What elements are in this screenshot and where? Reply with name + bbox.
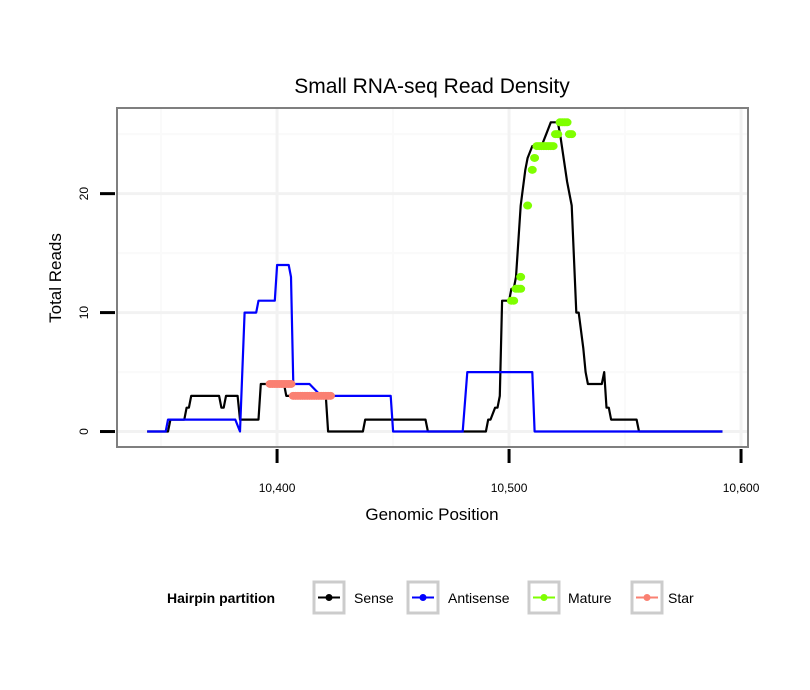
legend-key-point: [540, 594, 548, 601]
x-tick-label: 10,400: [259, 481, 296, 495]
grid-minor: [117, 108, 748, 447]
series-points-mature: [506, 118, 577, 305]
legend-item-sense: Sense: [312, 580, 394, 615]
chart-title: Small RNA-seq Read Density: [294, 75, 570, 98]
plot-border: [116, 107, 749, 448]
y-tick-label: 20: [77, 187, 91, 201]
data-point-star: [325, 391, 335, 400]
legend-item-antisense: Antisense: [406, 580, 510, 615]
series-line-antisense: [147, 263, 723, 433]
legend-key-point: [325, 594, 333, 601]
data-point-mature: [516, 272, 526, 281]
legend-item-star: Star: [630, 580, 694, 615]
series-line-sense: [147, 121, 723, 433]
x-tick-label: 10,500: [491, 481, 528, 495]
x-tick-label: 10,600: [723, 481, 760, 495]
series-layer: [147, 118, 723, 433]
y-axis: 0 10 20: [77, 187, 115, 435]
data-point-mature: [530, 153, 540, 162]
y-axis-title: Total Reads: [46, 233, 65, 323]
series-points-star: [265, 379, 335, 400]
data-point-mature: [562, 118, 572, 127]
legend-title: Hairpin partition: [167, 590, 275, 606]
legend-label: Antisense: [448, 590, 510, 606]
legend-label: Mature: [568, 590, 612, 606]
data-point-star: [286, 379, 296, 388]
y-tick-label: 0: [77, 428, 91, 435]
plot-panel: [117, 108, 748, 447]
legend-key-point: [419, 594, 427, 601]
legend: Hairpin partition Sense Antisense Mature St…: [167, 580, 694, 615]
data-point-mature: [516, 284, 526, 293]
x-axis-title: Genomic Position: [365, 505, 498, 524]
legend-key-point: [643, 594, 651, 601]
legend-item-mature: Mature: [527, 580, 612, 615]
data-point-mature: [527, 165, 537, 174]
data-point-mature: [509, 296, 519, 305]
data-point-mature: [548, 142, 558, 151]
data-point-mature: [523, 201, 533, 210]
legend-label: Star: [668, 590, 694, 606]
y-tick-label: 10: [77, 306, 91, 320]
legend-label: Sense: [354, 590, 394, 606]
data-point-mature: [567, 130, 577, 139]
data-point-mature: [553, 130, 563, 139]
x-axis: 10,400 10,500 10,600: [259, 449, 760, 495]
